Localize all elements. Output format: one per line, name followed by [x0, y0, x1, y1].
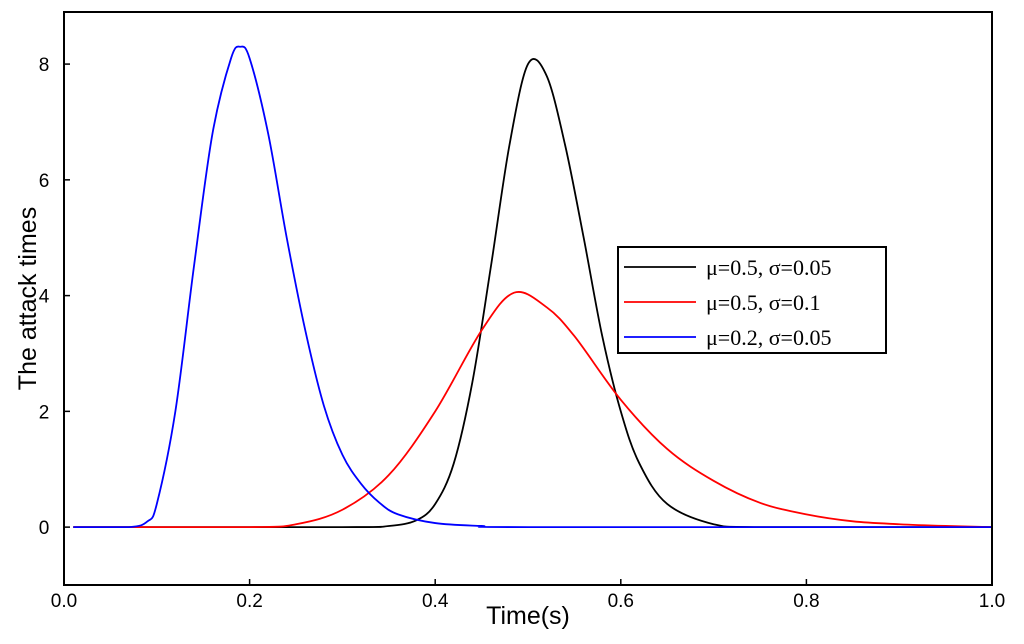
legend-label: μ=0.5, σ=0.1: [706, 290, 820, 315]
legend: μ=0.5, σ=0.05 μ=0.5, σ=0.1 μ=0.2, σ=0.05: [617, 246, 887, 354]
series-line-1: [73, 58, 992, 529]
plot-frame: [63, 11, 993, 586]
x-tick-label: 0.0: [51, 591, 77, 612]
y-tick-label: 6: [39, 171, 50, 192]
y-tick-label: 4: [39, 287, 50, 308]
x-tick-label: 0.8: [793, 591, 819, 612]
series-line-2: [73, 291, 993, 529]
series-lines: [73, 45, 993, 529]
legend-label: μ=0.5, σ=0.05: [706, 255, 831, 280]
y-axis-title: The attack times: [14, 207, 42, 390]
y-tick-label: 0: [39, 518, 50, 539]
series-line-3: [73, 45, 992, 529]
x-tick-label: 1.0: [979, 591, 1005, 612]
y-tick-label: 2: [39, 402, 50, 423]
x-axis-title: Time(s): [486, 602, 570, 630]
axis-ticks: 0.0 0.2 0.4 0.6 0.8 1.0 0 2 4 6 8: [39, 55, 1006, 612]
x-tick-label: 0.6: [608, 591, 634, 612]
x-tick-label: 0.2: [236, 591, 262, 612]
legend-label: μ=0.2, σ=0.05: [706, 325, 831, 350]
y-tick-label: 8: [39, 55, 50, 76]
legend-box: [617, 246, 887, 354]
x-tick-label: 0.4: [422, 591, 449, 612]
